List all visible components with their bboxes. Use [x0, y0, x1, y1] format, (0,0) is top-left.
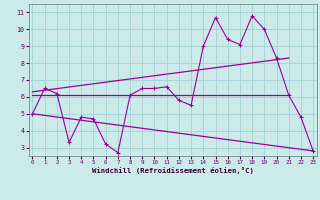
X-axis label: Windchill (Refroidissement éolien,°C): Windchill (Refroidissement éolien,°C): [92, 167, 254, 174]
